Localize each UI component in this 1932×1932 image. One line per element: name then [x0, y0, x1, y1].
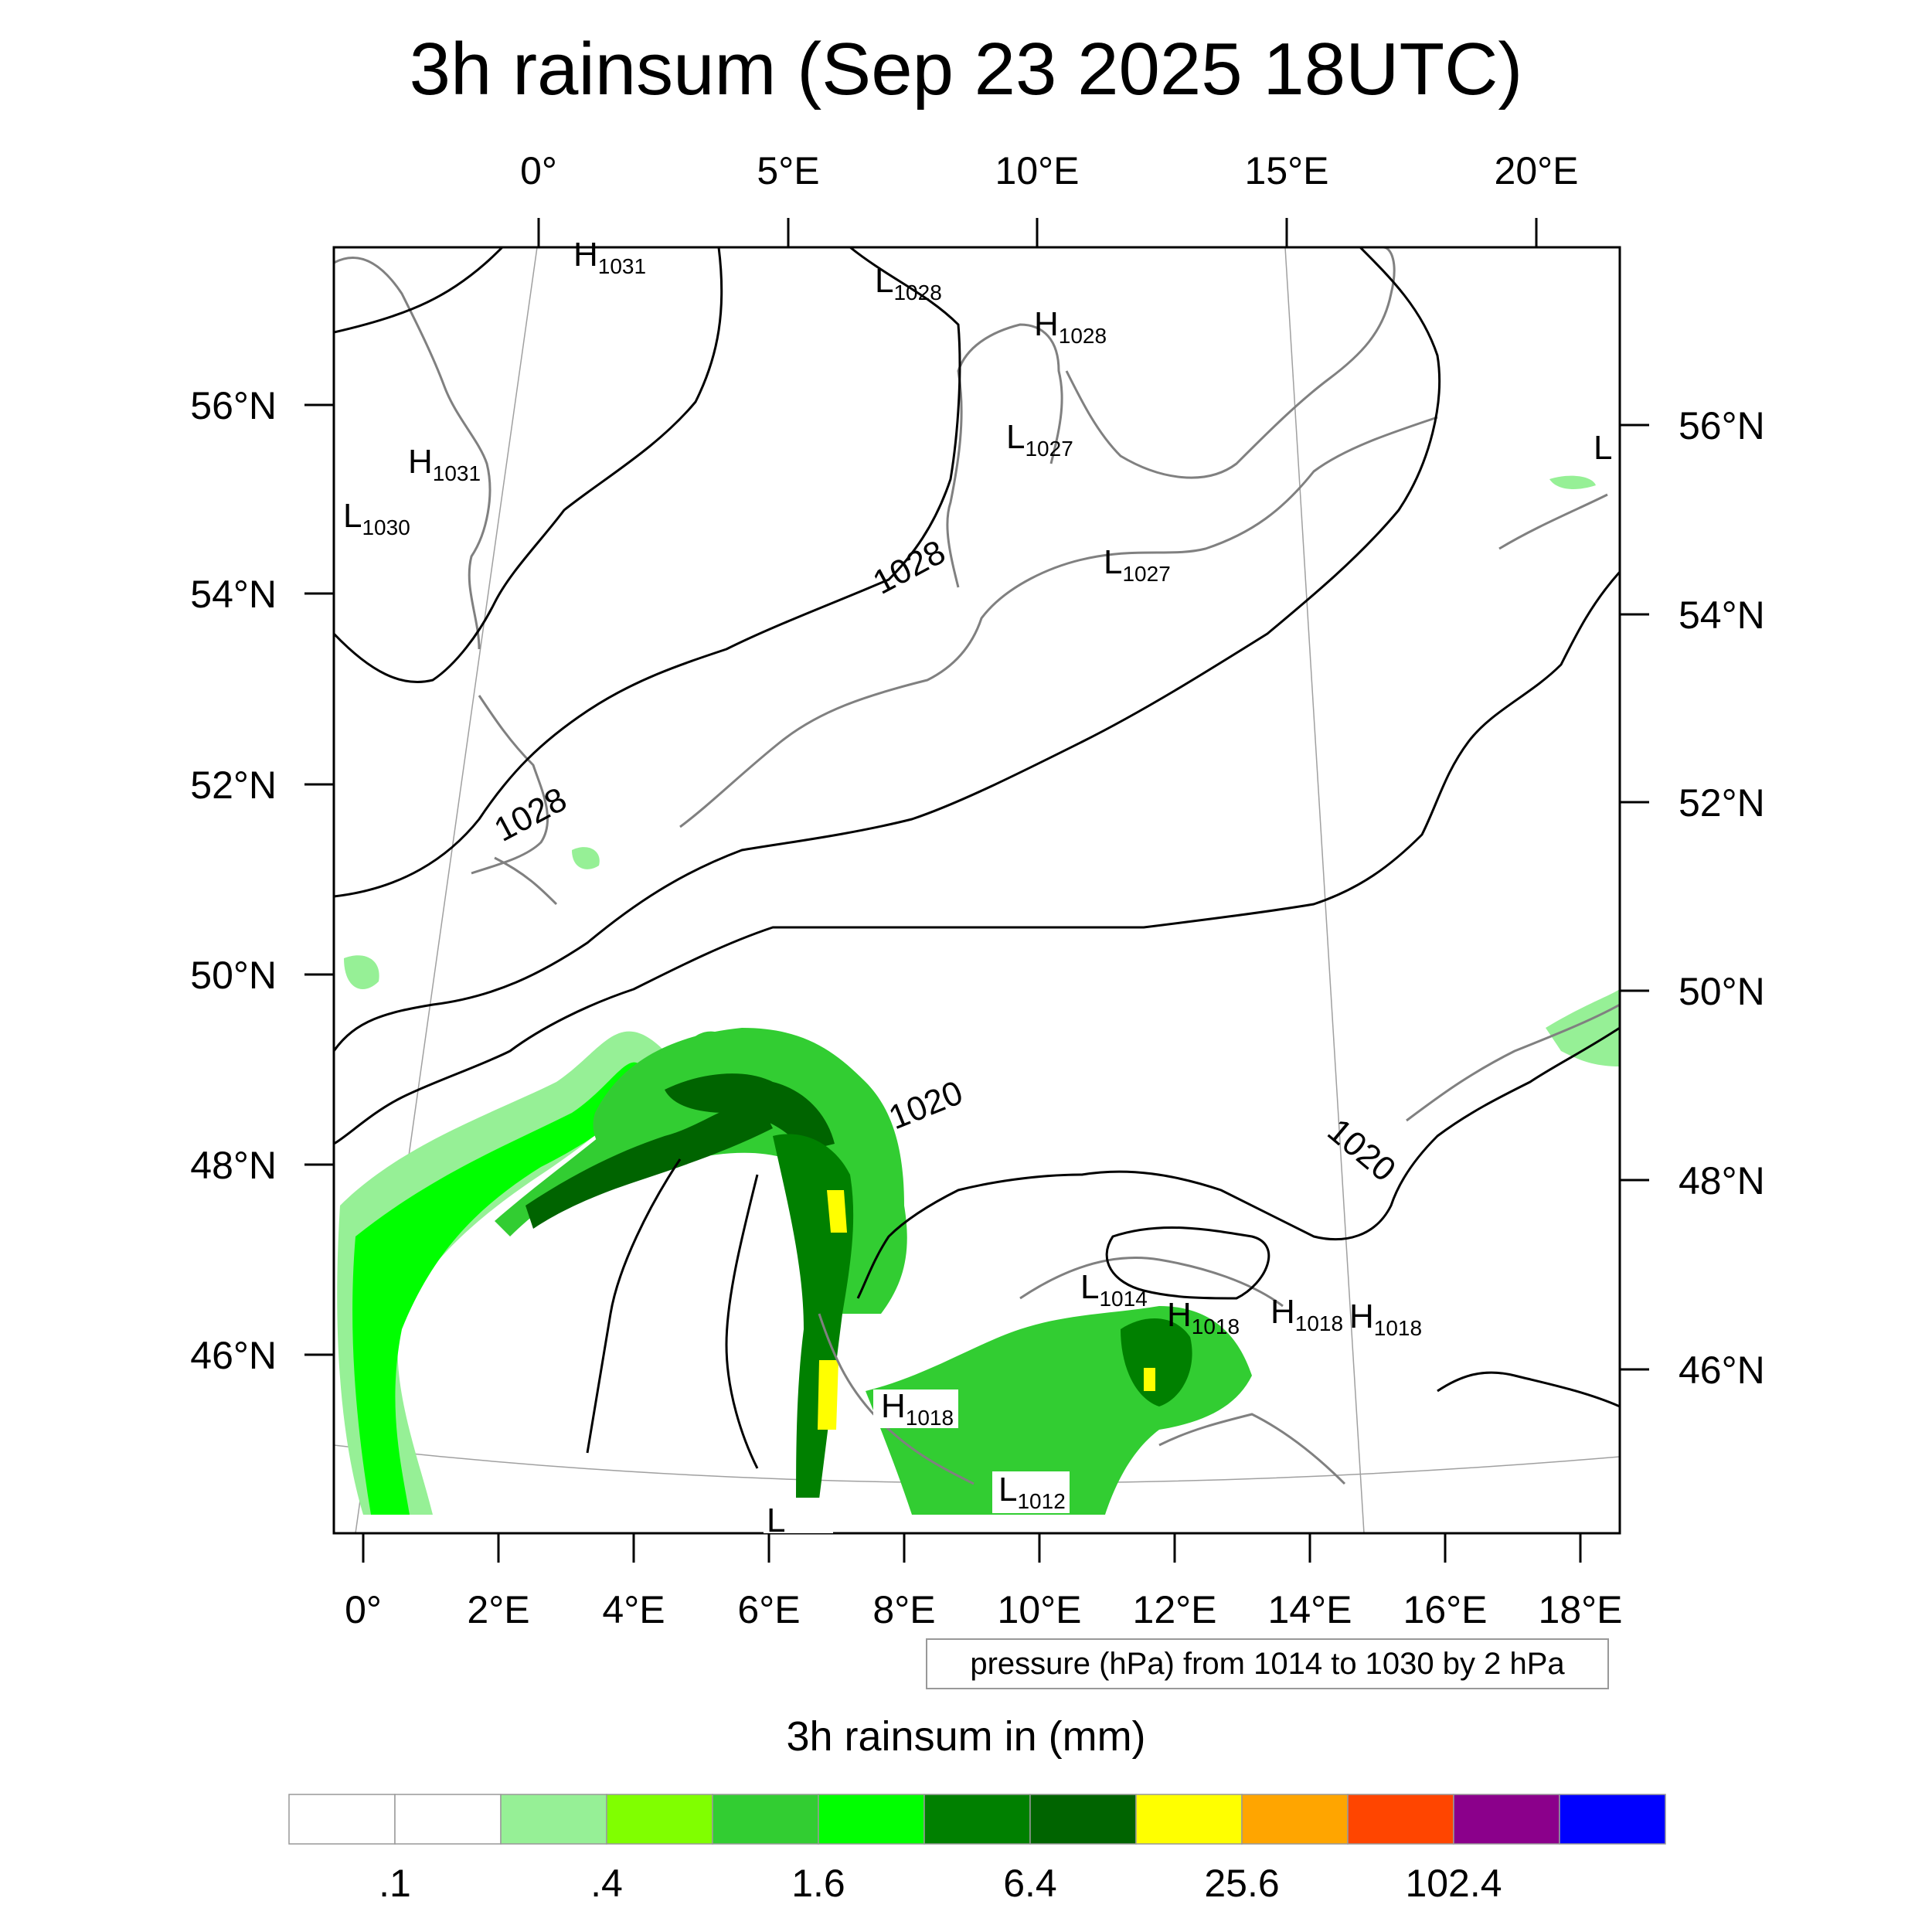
colorbar-swatch	[1029, 1794, 1137, 1845]
left-lat-label: 50°N	[190, 954, 277, 997]
bottom-lon-label: 16°E	[1403, 1588, 1488, 1631]
map-frame-border	[332, 246, 1621, 1535]
center-backdrop	[764, 1498, 833, 1533]
colorbar-label: 25.6	[1204, 1862, 1279, 1905]
top-lon-labels: 0° 5°E 10°E 15°E 20°E	[520, 149, 1578, 192]
top-lon-label: 20°E	[1495, 149, 1579, 192]
pressure-center: L1012	[998, 1471, 1066, 1513]
colorbar-label: .1	[379, 1862, 411, 1905]
center-backdrop	[873, 1389, 958, 1428]
right-lat-label: 50°N	[1679, 970, 1765, 1013]
right-lat-label: 54°N	[1679, 594, 1765, 637]
colorbar-swatch	[923, 1794, 1031, 1845]
colorbar-label: .4	[590, 1862, 623, 1905]
bottom-lon-label: 12°E	[1133, 1588, 1217, 1631]
colorbar-label: 1.6	[791, 1862, 845, 1905]
pressure-center: H1031	[573, 236, 646, 278]
bottom-lon-label: 0°	[345, 1588, 382, 1631]
right-lat-label: 46°N	[1679, 1349, 1765, 1392]
center-backdrop	[992, 1471, 1070, 1513]
rain-east-patch	[1121, 1318, 1192, 1406]
rain-northeast-patch	[1546, 989, 1620, 1066]
left-lat-label: 52°N	[190, 764, 277, 807]
colorbar-swatch	[1347, 1794, 1454, 1845]
rain-dark-core-n	[665, 1073, 835, 1151]
colorbar-swatch	[818, 1794, 925, 1845]
colorbar-title: 3h rainsum in (mm)	[786, 1713, 1146, 1760]
top-lon-label: 15°E	[1245, 149, 1329, 192]
pressure-center: L	[1594, 429, 1612, 467]
colorbar-swatch	[394, 1794, 502, 1845]
bottom-lon-label: 18°E	[1539, 1588, 1623, 1631]
top-lon-label: 10°E	[995, 149, 1080, 192]
colorbar-swatch	[606, 1794, 713, 1845]
colorbar-swatch	[500, 1794, 607, 1845]
bottom-lon-label: 2°E	[467, 1588, 529, 1631]
pressure-center: H1018	[1349, 1298, 1422, 1340]
bottom-lon-label: 6°E	[737, 1588, 800, 1631]
axis-ticks	[304, 218, 1649, 1563]
top-lon-label: 5°E	[757, 149, 819, 192]
colorbar-swatch	[712, 1794, 819, 1845]
rain-isolated-2	[344, 955, 379, 989]
bottom-lon-label: 14°E	[1268, 1588, 1352, 1631]
bottom-lon-labels: 0° 2°E 4°E 6°E 8°E 10°E 12°E 14°E 16°E 1…	[345, 1588, 1622, 1631]
contour-info-box: pressure (hPa) from 1014 to 1030 by 2 hP…	[926, 1638, 1609, 1689]
isobars	[334, 247, 1620, 1469]
colorbar-swatch	[1135, 1794, 1243, 1845]
left-lat-label: 54°N	[190, 573, 277, 616]
rain-isolated-1	[572, 847, 600, 869]
pressure-centers: H1031 L1028 H1028 H1031 L1030 L1027 L102…	[343, 236, 1612, 1539]
colorbar-label: 102.4	[1405, 1862, 1502, 1905]
colorbar-swatch	[1559, 1794, 1666, 1845]
rain-yellow-south	[818, 1360, 838, 1430]
right-lat-label: 48°N	[1679, 1159, 1765, 1202]
pressure-center: L1030	[343, 497, 410, 539]
pressure-center: H1018	[881, 1387, 954, 1430]
bottom-lon-label: 8°E	[872, 1588, 935, 1631]
colorbar-swatch	[288, 1794, 396, 1845]
rain-field	[337, 475, 1620, 1515]
pressure-center: L1027	[1006, 418, 1073, 461]
pressure-center: H1028	[1034, 305, 1107, 348]
rain-dark-band	[526, 1097, 773, 1229]
map-title: 3h rainsum (Sep 23 2025 18UTC)	[409, 28, 1523, 111]
pressure-center: L1014	[1080, 1268, 1148, 1311]
bottom-lon-label: 10°E	[998, 1588, 1082, 1631]
left-lat-labels: 56°N 54°N 52°N 50°N 48°N 46°N	[190, 384, 277, 1377]
bottom-lon-label: 4°E	[602, 1588, 665, 1631]
colorbar: .1 .4 1.6 6.4 25.6 102.4	[288, 1794, 1666, 1905]
rain-yellow-east	[1144, 1368, 1155, 1391]
left-lat-label: 56°N	[190, 384, 277, 427]
rain-yellow-north	[827, 1190, 847, 1233]
right-lat-labels: 56°N 54°N 52°N 50°N 48°N 46°N	[1679, 404, 1765, 1392]
right-lat-label: 52°N	[1679, 781, 1765, 825]
map-frame	[334, 247, 1620, 1533]
right-lat-label: 56°N	[1679, 404, 1765, 447]
left-lat-label: 46°N	[190, 1334, 277, 1377]
rain-light-west	[337, 1031, 665, 1515]
colorbar-label: 6.4	[1003, 1862, 1057, 1905]
pressure-center: H1031	[408, 443, 481, 485]
pressure-center: L1028	[875, 262, 942, 304]
left-lat-label: 48°N	[190, 1144, 277, 1187]
pressure-center: L1027	[1104, 543, 1171, 586]
pressure-center: L	[767, 1502, 785, 1539]
pressure-center: H1018	[1270, 1293, 1343, 1335]
top-lon-label: 0°	[520, 149, 557, 192]
colorbar-swatch	[1241, 1794, 1349, 1845]
rain-isolated-3	[1549, 475, 1596, 489]
pressure-center: H1018	[1167, 1296, 1240, 1338]
colorbar-swatch	[1453, 1794, 1560, 1845]
